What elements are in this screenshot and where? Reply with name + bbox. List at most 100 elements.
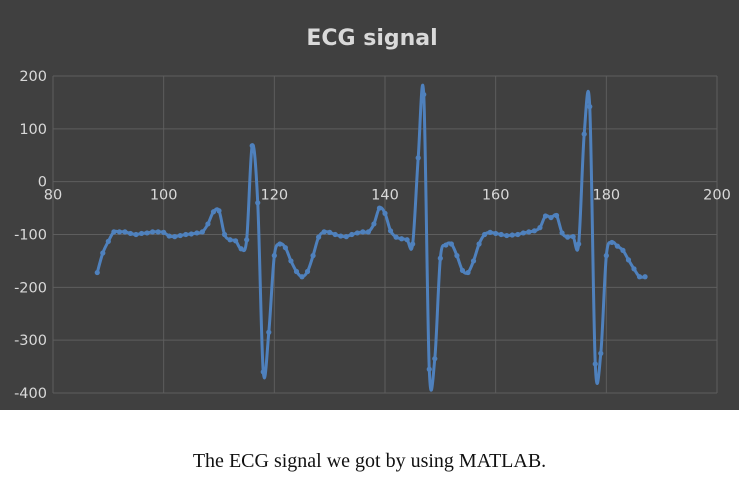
data-point <box>609 239 615 246</box>
data-point <box>205 221 211 227</box>
data-point <box>642 274 648 280</box>
data-point <box>382 210 388 216</box>
chart-panel: ECG signal 200 100 0 -100 -200 -300 -400 80 100 1… <box>0 0 739 410</box>
data-point <box>410 241 416 247</box>
data-point <box>459 267 466 274</box>
data-point <box>199 229 205 235</box>
y-tick-label: -100 <box>14 228 47 244</box>
data-point <box>631 266 637 272</box>
data-point <box>116 229 122 235</box>
data-point <box>327 229 333 235</box>
data-point <box>177 232 183 239</box>
data-point <box>111 229 117 235</box>
x-tick-label: 160 <box>482 188 510 204</box>
data-point <box>188 231 194 237</box>
data-point <box>537 225 543 231</box>
data-point <box>387 228 394 234</box>
data-point <box>625 257 632 263</box>
data-point <box>526 229 532 235</box>
series-ecg <box>94 83 648 392</box>
grid-lines <box>52 75 718 394</box>
data-point <box>260 369 266 375</box>
data-point <box>338 233 344 239</box>
data-point <box>282 245 288 251</box>
data-point <box>172 234 178 240</box>
data-point <box>343 234 349 240</box>
data-point <box>127 230 134 237</box>
data-point <box>249 143 255 149</box>
data-point <box>183 231 189 238</box>
data-point <box>233 238 239 244</box>
data-point <box>576 241 582 247</box>
data-point <box>404 237 410 243</box>
y-tick-label: 0 <box>38 175 47 191</box>
data-point <box>304 268 311 275</box>
y-tick-label: -300 <box>14 333 47 349</box>
data-point <box>531 228 538 234</box>
data-point <box>166 233 172 239</box>
data-point <box>332 231 338 238</box>
data-point <box>365 229 371 235</box>
data-point <box>548 214 554 221</box>
data-point <box>122 229 128 235</box>
data-point <box>293 268 300 275</box>
data-point <box>227 237 233 243</box>
data-point <box>277 241 283 247</box>
data-point <box>636 274 643 280</box>
x-tick-label: 180 <box>592 188 620 204</box>
data-point <box>94 269 100 276</box>
data-point <box>321 229 327 235</box>
data-point <box>354 230 360 236</box>
data-point <box>487 229 493 235</box>
data-point <box>150 229 156 235</box>
data-point <box>493 230 499 237</box>
data-point <box>542 213 549 219</box>
data-point <box>598 350 604 356</box>
x-tick-label: 80 <box>44 188 62 204</box>
data-point <box>271 253 277 259</box>
data-point <box>498 231 504 238</box>
data-point <box>421 91 427 98</box>
data-point <box>614 243 621 249</box>
data-point <box>504 232 510 239</box>
data-point <box>415 155 421 161</box>
data-point <box>432 356 438 362</box>
data-point <box>371 221 377 227</box>
data-point <box>603 253 609 259</box>
data-point <box>376 205 383 211</box>
data-point <box>133 231 139 238</box>
data-point <box>570 234 576 240</box>
data-point <box>437 255 443 261</box>
data-point <box>509 232 515 238</box>
data-point <box>221 231 228 238</box>
chart-title: ECG signal <box>306 26 437 51</box>
data-point <box>587 104 593 110</box>
data-point <box>592 361 598 367</box>
data-point <box>349 231 355 238</box>
data-point <box>559 230 565 236</box>
y-tick-label: 200 <box>19 69 47 85</box>
data-point <box>360 229 366 235</box>
data-point <box>520 230 526 236</box>
y-tick-label: -400 <box>14 386 47 402</box>
data-point <box>581 131 587 137</box>
data-point <box>454 253 460 259</box>
data-point <box>620 247 626 253</box>
data-point <box>426 366 432 372</box>
data-point <box>216 208 222 214</box>
x-tick-label: 200 <box>703 188 731 204</box>
y-tick-label: -200 <box>14 280 47 296</box>
data-point <box>210 209 217 215</box>
data-point <box>310 253 316 259</box>
x-tick-label: 140 <box>371 188 399 204</box>
data-point <box>515 231 521 238</box>
figure-caption: The ECG signal we got by using MATLAB. <box>192 450 547 472</box>
data-point <box>465 269 471 276</box>
data-point <box>470 258 477 264</box>
data-point <box>105 238 111 244</box>
data-point <box>155 229 161 235</box>
data-point <box>144 230 150 236</box>
data-point <box>393 234 399 240</box>
data-point <box>244 237 250 243</box>
x-tick-label: 100 <box>150 188 178 204</box>
